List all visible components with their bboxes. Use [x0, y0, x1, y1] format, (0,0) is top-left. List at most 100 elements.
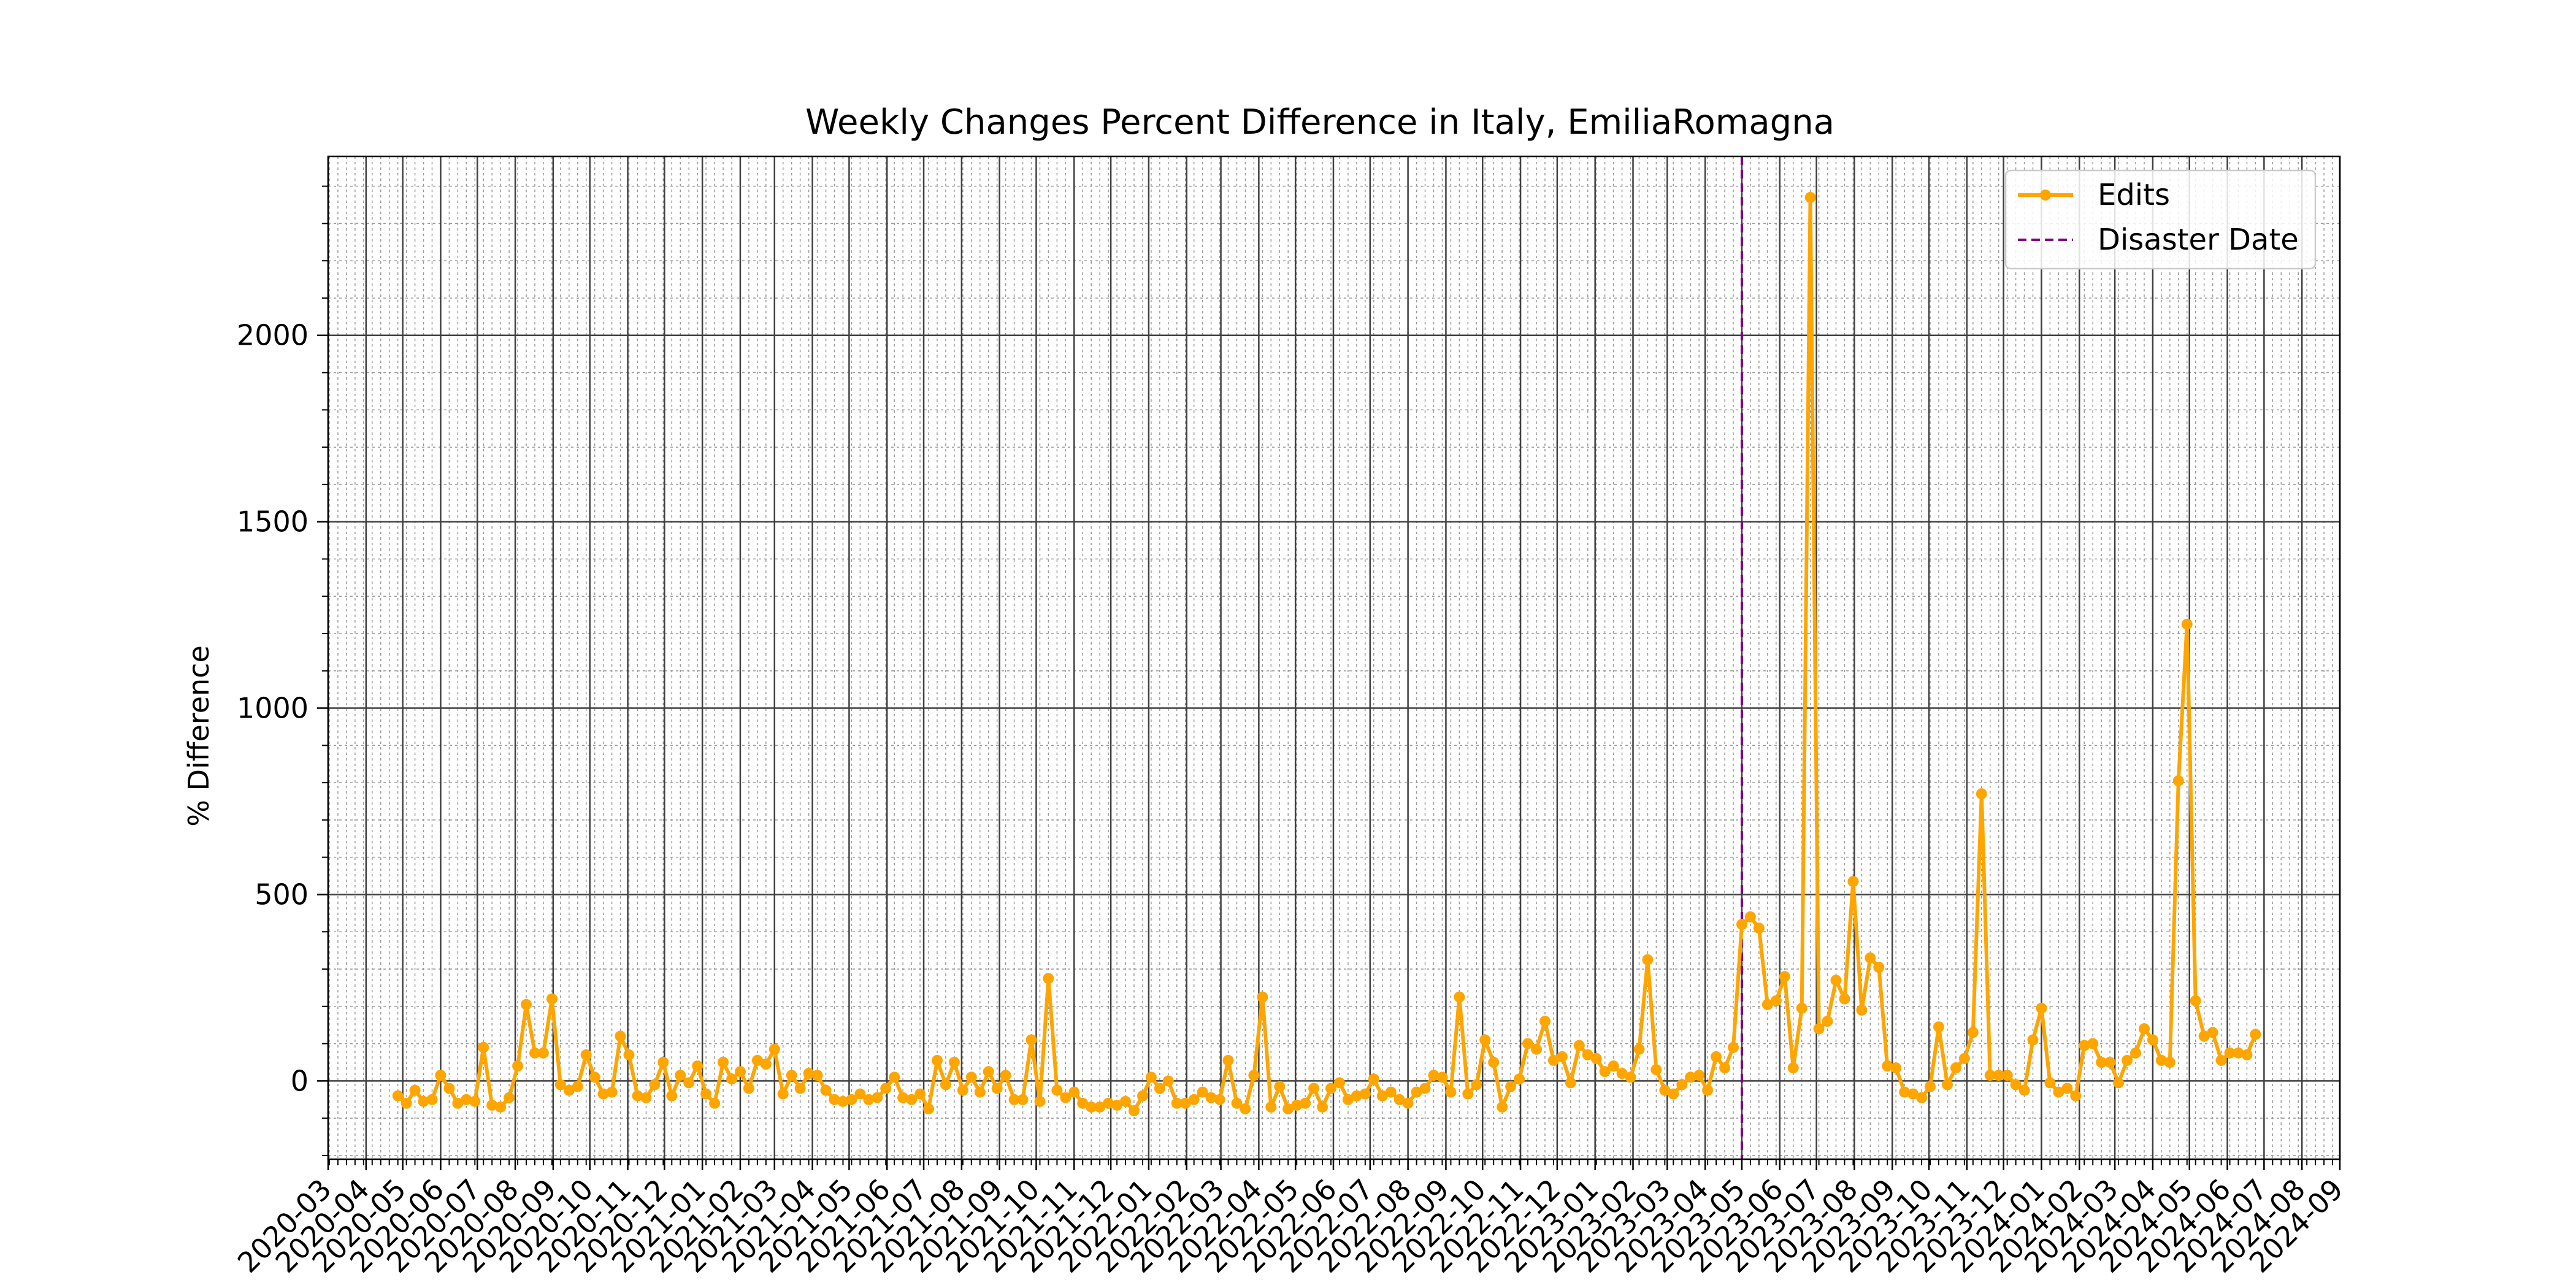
- edits-point: [452, 1097, 464, 1109]
- edits-point: [1291, 1099, 1303, 1111]
- edits-point: [2044, 1077, 2056, 1089]
- edits-point: [2181, 618, 2193, 630]
- edits-point: [1060, 1092, 1071, 1103]
- edits-point: [1094, 1101, 1106, 1113]
- edits-point: [726, 1073, 737, 1085]
- edits-point: [914, 1088, 926, 1100]
- edits-point: [1068, 1086, 1080, 1098]
- edits-point: [640, 1092, 652, 1103]
- edits-point: [709, 1097, 721, 1109]
- edits-point: [1222, 1054, 1234, 1066]
- edits-point: [1925, 1081, 1936, 1092]
- edits-point: [1650, 1064, 1662, 1076]
- edits-point: [1753, 922, 1765, 934]
- legend-box: [2004, 169, 2317, 270]
- edits-point: [1025, 1034, 1037, 1046]
- edits-point: [1976, 788, 1987, 800]
- edits-point: [435, 1070, 447, 1081]
- edits-point: [1830, 975, 1842, 986]
- edits-point: [1804, 191, 1816, 203]
- edits-point: [1547, 1054, 1559, 1066]
- edits-point: [2250, 1029, 2261, 1040]
- edits-point: [2207, 1027, 2218, 1038]
- edits-point: [2010, 1079, 2022, 1091]
- edits-point: [769, 1043, 780, 1055]
- edits-point: [1240, 1103, 1251, 1114]
- edits-point: [1608, 1060, 1619, 1071]
- edits-point: [1744, 911, 1756, 922]
- edits-point: [1120, 1095, 1131, 1107]
- edits-point: [1351, 1090, 1362, 1102]
- edits-point: [1043, 973, 1054, 984]
- edits-point: [1129, 1105, 1140, 1116]
- edits-point: [1051, 1084, 1063, 1096]
- edits-point: [1573, 1040, 1585, 1051]
- edits-point: [554, 1079, 566, 1091]
- edits-point: [546, 993, 558, 1005]
- edits-point: [735, 1066, 746, 1078]
- edits-point: [2122, 1054, 2133, 1066]
- edits-point: [1993, 1070, 2004, 1081]
- edits-point: [1282, 1103, 1294, 1114]
- edits-point: [580, 1049, 592, 1060]
- edits-point: [2070, 1090, 2082, 1102]
- edits-point: [1454, 991, 1465, 1003]
- edits-point: [2096, 1057, 2107, 1068]
- edits-series-layer: [392, 191, 2261, 1116]
- edits-point: [1077, 1097, 1089, 1109]
- edits-point: [2164, 1057, 2175, 1068]
- edits-point: [777, 1088, 789, 1100]
- edits-point: [1385, 1086, 1397, 1098]
- edits-point: [1685, 1071, 1696, 1083]
- edits-point: [1702, 1084, 1714, 1096]
- edits-point: [692, 1060, 703, 1071]
- edits-point: [1839, 993, 1850, 1005]
- edits-point: [846, 1094, 857, 1105]
- legend-disaster-label: Disaster Date: [2098, 223, 2299, 257]
- edits-point: [657, 1057, 669, 1068]
- edits-point: [478, 1041, 489, 1053]
- edits-point: [1967, 1027, 1979, 1038]
- edits-point: [2027, 1034, 2039, 1046]
- edits-point: [2215, 1054, 2227, 1066]
- edits-point: [1248, 1070, 1260, 1081]
- edits-point: [837, 1095, 849, 1107]
- edits-point: [632, 1090, 643, 1102]
- edits-point: [1899, 1086, 1911, 1098]
- edits-point: [1368, 1073, 1379, 1085]
- edits-point: [521, 999, 532, 1010]
- edits-point: [1179, 1097, 1191, 1109]
- edits-point: [1300, 1097, 1311, 1109]
- edits-point: [751, 1054, 763, 1066]
- edits-point: [2139, 1023, 2150, 1035]
- edits-point: [1514, 1073, 1525, 1085]
- edits-point: [409, 1084, 421, 1096]
- edits-point: [743, 1083, 754, 1094]
- edits-point: [2233, 1047, 2244, 1059]
- edits-point: [1642, 954, 1654, 965]
- edits-point: [1497, 1101, 1508, 1113]
- edits-point: [1958, 1052, 1970, 1064]
- edits-point: [615, 1030, 626, 1042]
- edits-point: [1505, 1081, 1517, 1092]
- edits-point: [675, 1070, 686, 1081]
- edits-point: [718, 1057, 729, 1068]
- edits-point: [1317, 1101, 1328, 1113]
- edits-point: [786, 1070, 797, 1081]
- edits-point: [2147, 1034, 2158, 1046]
- edits-point: [1522, 1038, 1533, 1049]
- edits-point: [1761, 999, 1773, 1010]
- edits-point: [1736, 919, 1747, 930]
- edits-point: [1428, 1070, 1439, 1081]
- edits-point: [426, 1094, 438, 1105]
- edits-point: [1770, 995, 1782, 1006]
- y-axis-label: % Difference: [182, 645, 215, 826]
- edits-point: [700, 1088, 712, 1100]
- legend-edits-marker: [2040, 190, 2051, 201]
- edits-line: [396, 195, 2258, 1113]
- edits-point: [1197, 1086, 1208, 1098]
- edits-point: [889, 1071, 900, 1083]
- edits-point: [991, 1083, 1003, 1094]
- edits-point: [965, 1071, 977, 1083]
- edits-point: [1787, 1062, 1799, 1074]
